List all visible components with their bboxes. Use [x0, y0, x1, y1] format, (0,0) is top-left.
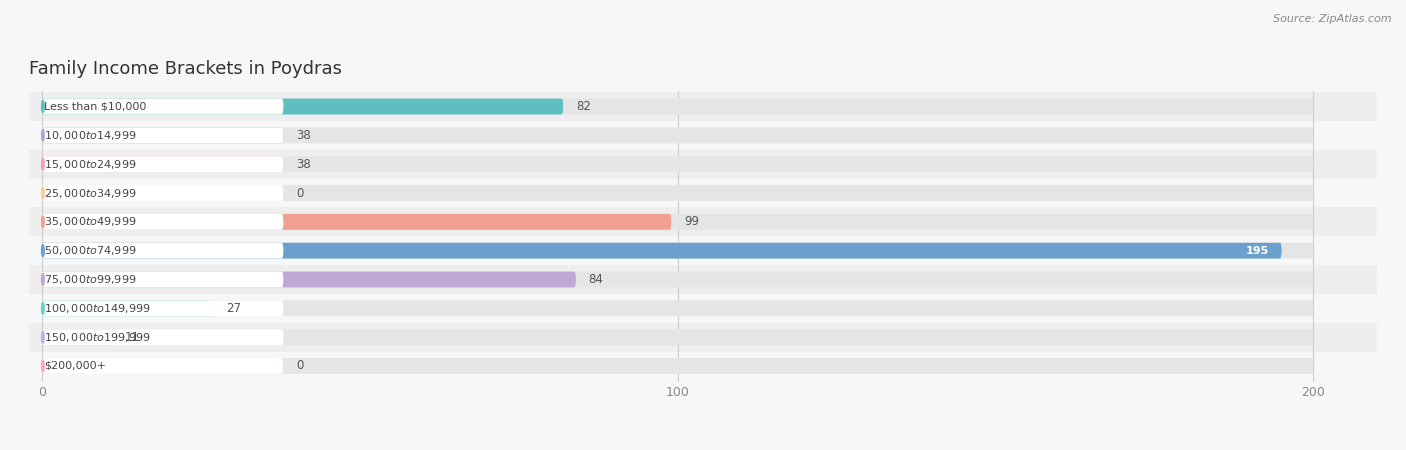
FancyBboxPatch shape: [42, 214, 284, 230]
Circle shape: [42, 100, 44, 112]
FancyBboxPatch shape: [42, 127, 284, 143]
Circle shape: [42, 302, 44, 315]
Text: Family Income Brackets in Poydras: Family Income Brackets in Poydras: [30, 60, 342, 78]
Circle shape: [42, 360, 44, 372]
FancyBboxPatch shape: [42, 329, 284, 345]
Circle shape: [42, 274, 44, 285]
FancyBboxPatch shape: [42, 99, 284, 114]
Bar: [30, 150, 1376, 179]
Text: Less than $10,000: Less than $10,000: [44, 102, 146, 112]
FancyBboxPatch shape: [42, 301, 214, 316]
Text: $150,000 to $199,999: $150,000 to $199,999: [44, 331, 150, 344]
Text: 38: 38: [297, 158, 311, 171]
FancyBboxPatch shape: [42, 185, 1313, 201]
Text: $75,000 to $99,999: $75,000 to $99,999: [44, 273, 136, 286]
Bar: [30, 121, 1376, 150]
FancyBboxPatch shape: [42, 156, 284, 172]
Bar: [30, 294, 1376, 323]
Circle shape: [42, 216, 44, 228]
Text: $25,000 to $34,999: $25,000 to $34,999: [44, 186, 136, 199]
FancyBboxPatch shape: [42, 156, 284, 172]
FancyBboxPatch shape: [42, 358, 284, 374]
FancyBboxPatch shape: [42, 214, 671, 230]
Text: 0: 0: [297, 186, 304, 199]
Circle shape: [42, 158, 44, 170]
FancyBboxPatch shape: [42, 99, 564, 114]
Text: 38: 38: [297, 129, 311, 142]
Text: 99: 99: [683, 216, 699, 228]
Circle shape: [42, 187, 44, 199]
Text: $35,000 to $49,999: $35,000 to $49,999: [44, 216, 136, 228]
Bar: [30, 351, 1376, 380]
FancyBboxPatch shape: [42, 358, 1313, 374]
FancyBboxPatch shape: [42, 301, 284, 316]
FancyBboxPatch shape: [42, 185, 284, 201]
FancyBboxPatch shape: [42, 301, 1313, 316]
Circle shape: [42, 129, 44, 141]
Text: $200,000+: $200,000+: [44, 361, 107, 371]
Bar: [30, 92, 1376, 121]
FancyBboxPatch shape: [42, 271, 284, 288]
FancyBboxPatch shape: [42, 243, 1282, 259]
FancyBboxPatch shape: [42, 214, 1313, 230]
FancyBboxPatch shape: [42, 127, 1313, 143]
FancyBboxPatch shape: [42, 185, 284, 201]
Text: 195: 195: [1246, 246, 1268, 256]
FancyBboxPatch shape: [42, 358, 284, 374]
FancyBboxPatch shape: [42, 243, 284, 259]
Text: 82: 82: [576, 100, 591, 113]
FancyBboxPatch shape: [42, 243, 1313, 259]
Bar: [30, 236, 1376, 265]
Text: $10,000 to $14,999: $10,000 to $14,999: [44, 129, 136, 142]
FancyBboxPatch shape: [42, 329, 111, 345]
Text: Source: ZipAtlas.com: Source: ZipAtlas.com: [1274, 14, 1392, 23]
Text: 11: 11: [124, 331, 139, 344]
Circle shape: [42, 331, 44, 343]
FancyBboxPatch shape: [42, 271, 1313, 288]
Text: 0: 0: [297, 360, 304, 373]
FancyBboxPatch shape: [42, 99, 1313, 114]
FancyBboxPatch shape: [42, 156, 1313, 172]
FancyBboxPatch shape: [42, 329, 1313, 345]
Circle shape: [42, 245, 44, 256]
FancyBboxPatch shape: [42, 271, 576, 288]
Text: $50,000 to $74,999: $50,000 to $74,999: [44, 244, 136, 257]
FancyBboxPatch shape: [42, 127, 284, 143]
Text: 27: 27: [226, 302, 242, 315]
Bar: [30, 179, 1376, 207]
Text: $100,000 to $149,999: $100,000 to $149,999: [44, 302, 150, 315]
Bar: [30, 323, 1376, 351]
Bar: [30, 207, 1376, 236]
Bar: [30, 265, 1376, 294]
Text: 84: 84: [589, 273, 603, 286]
Text: $15,000 to $24,999: $15,000 to $24,999: [44, 158, 136, 171]
